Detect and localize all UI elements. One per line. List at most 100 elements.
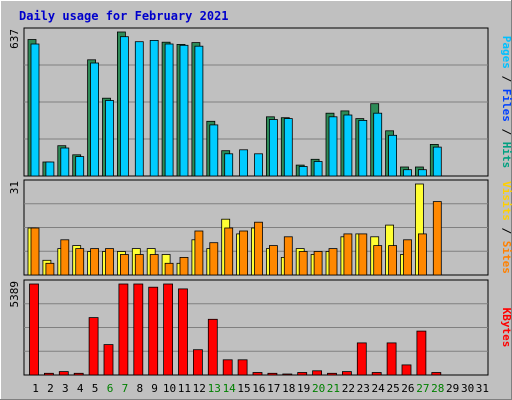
bar-pages-day-28 <box>432 146 442 177</box>
x-tick-label: 13 <box>208 382 221 395</box>
bar-kbytes-day-15 <box>237 359 248 376</box>
bar-kbytes-day-6 <box>103 344 114 376</box>
bar-kbytes-day-2 <box>44 372 54 376</box>
bar-pages-day-13 <box>209 124 219 177</box>
bar-pages-day-15 <box>239 149 249 177</box>
x-tick-label: 29 <box>446 382 459 395</box>
bar-sites-day-26 <box>403 239 412 276</box>
bar-sites-day-17 <box>268 245 278 276</box>
x-tick-label: 27 <box>416 382 429 395</box>
bar-kbytes-day-24 <box>371 372 382 376</box>
bar-kbytes-day-27 <box>416 330 427 376</box>
x-tick-label: 2 <box>47 382 54 395</box>
bar-pages-day-25 <box>388 134 398 177</box>
x-axis-day-labels: 1 2 3 4 5 6 7 8 9 10 11 12 13 14 15 16 17 18 19 20 21 22 23 24 2… <box>32 382 489 395</box>
bar-sites-day-3 <box>60 239 70 276</box>
legend-entry: Hits <box>500 142 512 169</box>
bar-kbytes-day-12 <box>192 349 203 376</box>
bar-pages-day-23 <box>358 120 368 177</box>
bar-pages-day-16 <box>254 153 263 177</box>
bar-kbytes-day-26 <box>401 364 412 376</box>
bar-kbytes-day-18 <box>282 373 293 376</box>
bar-pages-day-22 <box>343 114 353 177</box>
bar-sites-day-2 <box>45 262 55 276</box>
bar-pages-day-2 <box>45 161 55 177</box>
bar-sites-day-6 <box>105 248 114 276</box>
bar-pages-day-9 <box>149 40 159 177</box>
panel-kbytes-max-label: 5389 <box>8 281 21 308</box>
bar-sites-day-24 <box>373 245 383 276</box>
bar-sites-day-4 <box>75 248 85 276</box>
bar-kbytes-day-5 <box>88 317 99 376</box>
x-tick-label: 14 <box>223 382 237 395</box>
x-tick-label: 20 <box>312 382 325 395</box>
bar-pages-day-27 <box>417 169 427 177</box>
panel-kbytes-legend: KBytes <box>500 308 512 348</box>
bar-kbytes-day-25 <box>386 342 397 376</box>
legend-entry: / <box>500 221 512 241</box>
bar-kbytes-day-13 <box>207 318 218 376</box>
bar-kbytes-day-8 <box>133 283 144 376</box>
panel-visits-sites-legend: Visits / Sites <box>500 181 512 274</box>
x-tick-label: 23 <box>357 382 370 395</box>
legend-entry: Pages <box>500 36 512 69</box>
bar-kbytes-day-22 <box>341 371 352 376</box>
bar-kbytes-day-16 <box>252 372 263 376</box>
x-tick-label: 21 <box>327 382 340 395</box>
legend-entry: / <box>500 69 512 89</box>
bar-kbytes-day-17 <box>267 372 278 376</box>
bar-sites-day-5 <box>90 248 99 276</box>
bar-sites-day-25 <box>388 245 398 276</box>
bar-sites-day-14 <box>224 227 234 276</box>
bar-sites-day-19 <box>298 251 308 276</box>
bar-sites-day-28 <box>432 201 442 276</box>
x-tick-label: 26 <box>401 382 414 395</box>
bar-sites-day-20 <box>313 251 323 276</box>
bar-pages-day-21 <box>328 116 338 177</box>
x-tick-label: 6 <box>107 382 114 395</box>
x-tick-label: 8 <box>136 382 143 395</box>
bar-sites-day-10 <box>164 262 174 276</box>
panel-pages-files-hits-legend: Pages / Files / Hits <box>500 36 512 169</box>
bar-kbytes-day-23 <box>356 342 367 376</box>
x-tick-label: 31 <box>476 382 489 395</box>
bar-pages-day-14 <box>224 153 234 177</box>
x-tick-label: 24 <box>371 382 385 395</box>
bar-pages-day-10 <box>164 43 174 177</box>
x-tick-label: 10 <box>163 382 176 395</box>
legend-entry: Files <box>500 89 512 122</box>
bar-kbytes-day-7 <box>118 283 129 376</box>
x-tick-label: 12 <box>193 382 206 395</box>
bar-sites-day-1 <box>30 227 40 276</box>
x-tick-label: 3 <box>62 382 69 395</box>
bar-pages-day-3 <box>60 147 70 177</box>
x-tick-label: 30 <box>461 382 474 395</box>
bar-kbytes-day-9 <box>148 286 159 376</box>
bar-kbytes-day-28 <box>431 372 442 376</box>
x-tick-label: 19 <box>297 382 310 395</box>
bar-pages-day-24 <box>373 112 383 177</box>
legend-entry: / <box>500 122 512 142</box>
legend-entry: Sites <box>500 241 512 274</box>
x-tick-label: 1 <box>32 382 39 395</box>
bar-sites-day-8 <box>134 254 144 276</box>
bar-pages-day-12 <box>194 45 204 177</box>
x-tick-label: 5 <box>92 382 99 395</box>
panel-visits-sites-max-label: 31 <box>8 181 21 194</box>
bar-sites-day-23 <box>358 233 368 276</box>
bar-pages-day-20 <box>313 161 323 177</box>
bar-kbytes-day-1 <box>29 283 39 376</box>
bar-sites-day-12 <box>194 230 204 276</box>
bar-sites-day-16 <box>254 221 263 276</box>
bar-sites-day-22 <box>343 233 353 276</box>
panel-pages-files-hits-max-label: 637 <box>8 29 21 49</box>
panels: 637 Pages / Files / Hits 31 Visits / Sites 5… <box>8 27 512 376</box>
bar-kbytes-day-20 <box>312 370 323 376</box>
legend-entry: KBytes <box>500 308 512 348</box>
x-tick-label: 11 <box>178 382 191 395</box>
x-tick-label: 16 <box>252 382 265 395</box>
bar-sites-day-9 <box>149 254 159 276</box>
bar-sites-day-21 <box>328 248 338 276</box>
bar-pages-day-4 <box>75 156 85 177</box>
